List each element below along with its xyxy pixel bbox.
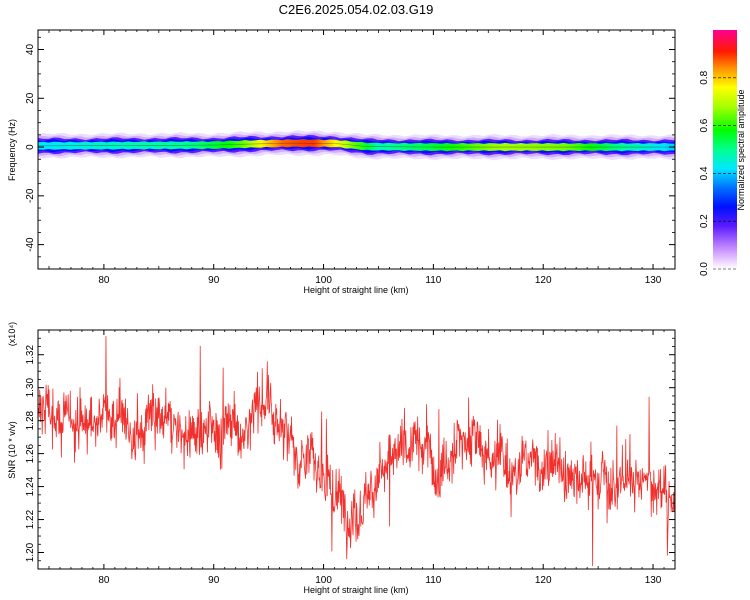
snr-x-axis: 80 90 100 110 120 130 — [37, 330, 676, 586]
colorbar-ticks: 0.0 0.2 0.4 0.6 0.8 — [699, 70, 737, 276]
snr-y-tick-label: 1.24 — [25, 476, 36, 496]
snr-x-axis-label: Height of straight line (km) — [303, 585, 408, 595]
spectrogram-y-tick-label: -20 — [25, 188, 36, 203]
spectrogram-y-tick-label: -40 — [25, 237, 36, 252]
snr-y-multiplier: (x10⁴) — [7, 322, 17, 346]
snr-x-tick-label: 80 — [98, 575, 110, 586]
colorbar-gradient — [713, 30, 737, 269]
colorbar-tick-label: 0.0 — [699, 262, 710, 276]
snr-y-tick-label: 1.22 — [25, 509, 36, 529]
band-core — [38, 139, 675, 152]
spectrogram-x-tick-label: 80 — [98, 275, 110, 286]
colorbar: 0.0 0.2 0.4 0.6 0.8 Normalized spectral ampl… — [699, 30, 746, 276]
snr-y-tick-label: 1.28 — [25, 410, 36, 430]
spectrogram-y-tick-label: 0 — [25, 144, 36, 150]
colorbar-tick-label: 0.6 — [699, 118, 710, 132]
spectrogram-x-tick-label: 120 — [535, 275, 552, 286]
colorbar-tick-label: 0.2 — [699, 214, 710, 228]
snr-x-tick-label: 120 — [535, 575, 552, 586]
spectrogram-x-axis-label: Height of straight line (km) — [303, 285, 408, 295]
spectrogram-y-axis: 40 20 0 -20 -40 — [25, 36, 675, 270]
snr-x-tick-label: 110 — [425, 575, 441, 586]
chart-title: C2E6.2025.054.02.03.G19 — [279, 2, 434, 17]
snr-y-tick-label: 1.20 — [25, 542, 36, 562]
spectrogram-y-axis-label: Frequency (Hz) — [7, 119, 17, 181]
snr-series-line — [38, 336, 675, 567]
spectrogram-x-tick-label: 100 — [315, 275, 332, 286]
spectrogram-y-tick-label: 20 — [25, 92, 36, 104]
colorbar-label: Normalized spectral amplitude — [736, 89, 746, 210]
snr-y-axis: 1.20 1.22 1.24 1.26 1.28 1.30 1.32 — [25, 329, 675, 570]
snr-y-tick-label: 1.26 — [25, 443, 36, 463]
band-center-line — [38, 142, 675, 148]
colorbar-tick-label: 0.4 — [699, 166, 710, 180]
spectrogram-x-tick-label: 110 — [425, 275, 441, 286]
snr-panel: 80 90 100 110 120 130 1.20 1.22 1.24 1.26 1.28 1.3… — [7, 322, 676, 595]
spectrogram-panel: 80 90 100 110 120 130 40 20 0 -20 -40 Height of s… — [7, 29, 676, 295]
snr-y-tick-label: 1.30 — [25, 378, 36, 398]
snr-y-tick-label: 1.32 — [25, 345, 36, 365]
spectrogram-x-tick-label: 90 — [208, 275, 220, 286]
spectral-band — [38, 130, 675, 161]
spectrogram-x-tick-label: 130 — [645, 275, 662, 286]
snr-x-tick-label: 130 — [645, 575, 662, 586]
snr-x-tick-label: 90 — [208, 575, 220, 586]
spectrogram-x-axis: 80 90 100 110 120 130 — [37, 30, 676, 286]
colorbar-tick-label: 0.8 — [699, 70, 710, 84]
snr-x-tick-label: 100 — [315, 575, 332, 586]
snr-y-axis-label: SNR (10 * v/v) — [7, 421, 17, 479]
spectrogram-y-tick-label: 40 — [25, 44, 36, 56]
